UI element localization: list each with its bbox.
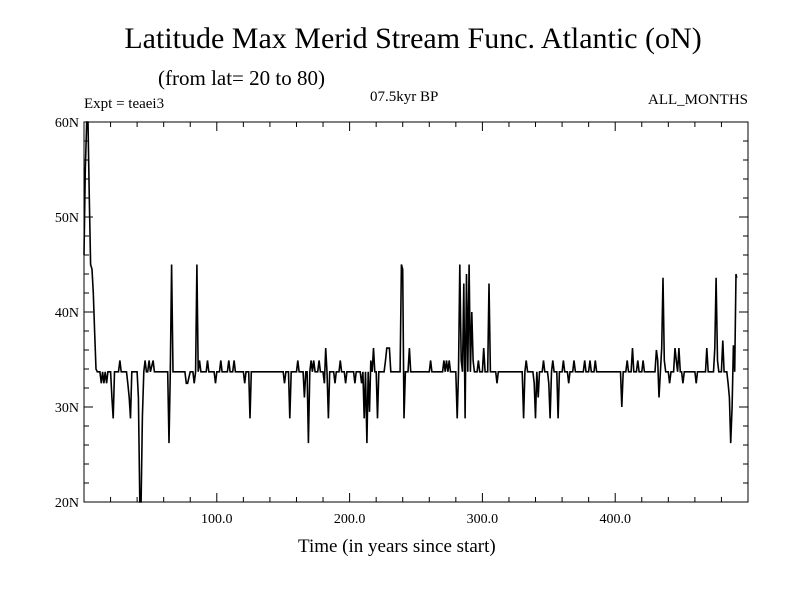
x-tick-label: 100.0	[201, 512, 233, 527]
y-tick-label: 30N	[55, 401, 79, 416]
months-label: ALL_MONTHS	[648, 92, 748, 108]
plot-frame	[83, 121, 749, 503]
y-tick-label: 20N	[55, 496, 79, 511]
x-tick-label: 400.0	[599, 512, 631, 527]
series-line	[83, 121, 738, 503]
chart-subtitle: (from lat= 20 to 80)	[158, 66, 325, 90]
x-tick-label: 300.0	[467, 512, 499, 527]
tick-labels: 100.0 200.0 300.0 400.0 20N 30N 40N 50N 60N	[55, 116, 631, 527]
experiment-label: Expt = teaei3	[84, 96, 165, 112]
axis-ticks	[84, 122, 748, 502]
x-axis-label: Time (in years since start)	[298, 536, 496, 557]
period-label: 07.5kyr BP	[370, 89, 439, 105]
y-tick-label: 60N	[55, 116, 79, 131]
x-tick-label: 200.0	[334, 512, 366, 527]
y-tick-label: 50N	[55, 211, 79, 226]
chart-title: Latitude Max Merid Stream Func. Atlantic…	[124, 22, 702, 55]
y-tick-label: 40N	[55, 306, 79, 321]
